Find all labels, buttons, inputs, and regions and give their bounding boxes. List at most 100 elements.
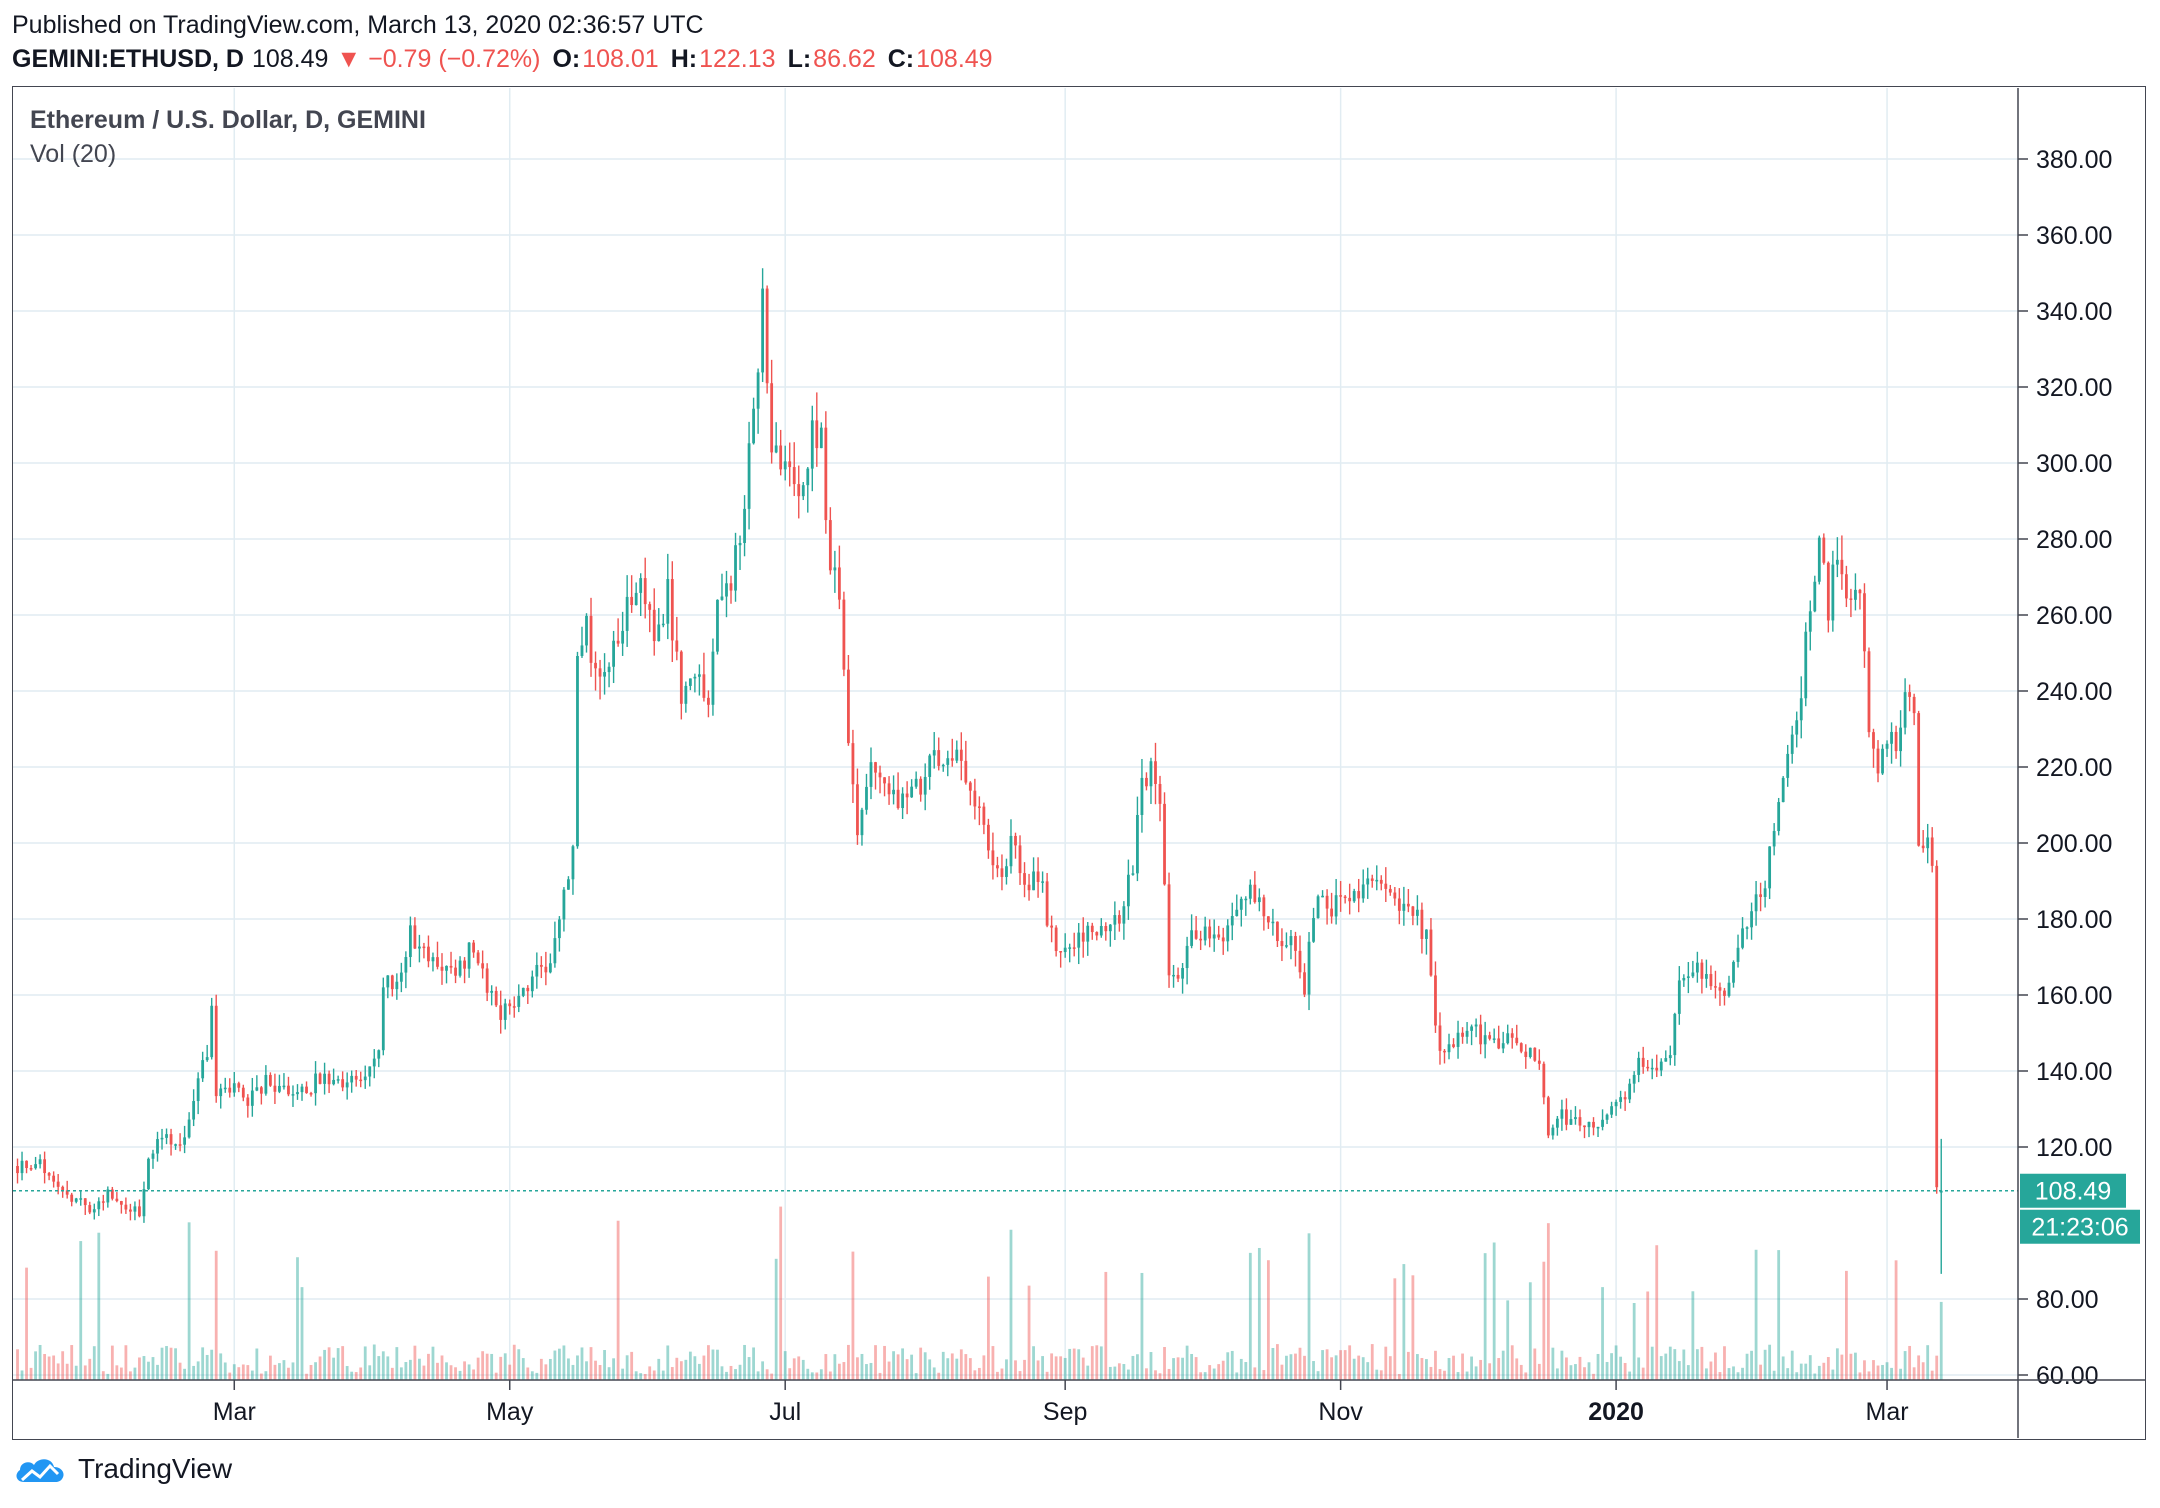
candle-body [1438,1025,1442,1051]
volume-bar [1921,1362,1925,1380]
volume-bar [1519,1364,1523,1380]
candle-body [1619,1097,1623,1102]
price-axis-label: 320.00 [2036,374,2112,402]
volume-bar [1054,1356,1058,1380]
candle-body [1569,1119,1573,1125]
time-axis-label: 2020 [1588,1398,1644,1426]
volume-bar [1714,1352,1717,1380]
volume-bar [1452,1355,1455,1380]
volume-bar [124,1345,128,1380]
volume-bar [1203,1372,1207,1380]
candle-body [408,925,412,958]
volume-bar [1903,1351,1907,1380]
volume-bar [1858,1372,1862,1380]
volume-bar [648,1366,652,1380]
volume-bar [187,1222,191,1380]
candle-body [1248,884,1252,899]
volume-bar [1131,1355,1135,1380]
volume-bar [377,1356,381,1380]
volume-bar [1280,1364,1284,1380]
volume-bar [1330,1357,1334,1380]
candle-body [1194,930,1198,939]
candle-body [1425,929,1428,939]
candle-body [1885,743,1889,749]
volume-bar [752,1347,755,1380]
volume-bar [544,1364,548,1380]
candle-body [738,542,742,546]
candle-body [223,1087,227,1090]
volume-bar [914,1373,918,1380]
candle-body [1208,926,1212,939]
volume-bar [1926,1345,1930,1380]
axes: 380.00 360.00 340.00 320.00 300.00 280.00 260.… [13,88,2145,1438]
candle-body [1894,731,1898,752]
price-axis-label: 280.00 [2036,526,2112,554]
volume-bar [788,1368,792,1380]
volume-bar [97,1232,101,1380]
candle-body [810,420,814,469]
candle-body [1714,986,1717,988]
candle-body [1330,908,1334,917]
volume-bar [1872,1360,1875,1380]
volume-bar [1908,1345,1912,1380]
volume-bar [521,1358,525,1380]
candles [13,268,2018,1274]
candle-body [1235,909,1239,917]
volume-bar [634,1371,638,1380]
candle-body [1108,924,1112,932]
candle-body [688,678,692,686]
candle-body [350,1075,354,1083]
candle-body [743,508,746,543]
volume-bar [147,1361,150,1380]
volume-bar [1637,1357,1641,1380]
price-axis-label: 60.00 [2036,1362,2099,1390]
candle-body [210,1005,214,1058]
volume-bar [1799,1363,1803,1380]
volume-bar [824,1354,828,1380]
candle-body [1190,930,1194,946]
volume-bar [1745,1353,1749,1380]
candle-body [883,777,886,784]
volume-bar [1899,1368,1902,1380]
candle-body [1686,976,1690,978]
candle-body [982,806,986,825]
candle-body [1357,891,1361,899]
candle-body [47,1173,51,1176]
candle-body [1542,1063,1546,1098]
volume-bar [1587,1362,1591,1380]
candle-body [264,1074,268,1094]
candle-body [1045,881,1049,926]
grid-lines [13,88,2018,1380]
volume-bar [670,1367,674,1380]
volume-bar [110,1345,114,1380]
candle-body [404,957,408,973]
candle-body [436,957,439,967]
candle-body [1397,898,1401,911]
volume-bar [652,1370,656,1380]
candle-body [1845,574,1848,599]
candle-body [1872,732,1875,749]
volume-bar [1294,1353,1297,1380]
time-axis-label: Mar [1866,1398,1909,1426]
volume-bar [1542,1261,1546,1380]
candle-body [1917,713,1921,846]
quote-line: GEMINI:ETHUSD, D 108.49 ▼ −0.79 (−0.72%) O:… [12,42,2142,76]
volume-bar [327,1347,331,1380]
candle-body [1781,777,1785,803]
volume-bar [1917,1355,1921,1380]
candle-body [278,1085,281,1092]
volume-bar [1592,1373,1595,1380]
candle-body [1253,884,1257,903]
volume-bar [607,1367,611,1380]
candle-body [472,942,476,953]
candle-body [878,772,882,778]
volume-indicator-label[interactable]: Vol (20) [30,140,117,168]
volume-bar [558,1348,561,1380]
candle-body [553,938,557,964]
candle-body [639,578,643,593]
candle-body [1682,977,1686,981]
volume-bar [973,1370,977,1380]
volume-bar [65,1363,69,1380]
candle-body [865,786,868,810]
